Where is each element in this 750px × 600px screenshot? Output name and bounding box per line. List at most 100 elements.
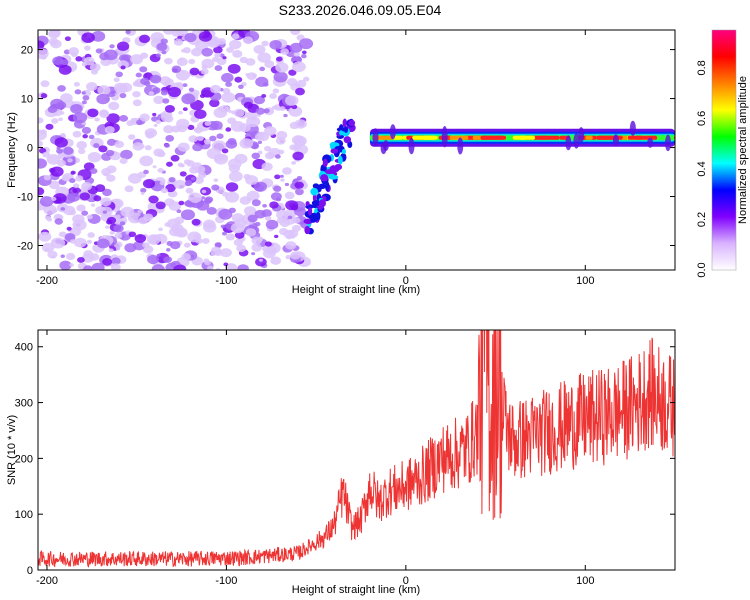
heatmap-cell <box>305 201 310 207</box>
spectrogram-y-axis-label: Frequency (Hz) <box>6 112 18 188</box>
heatmap-cell <box>43 174 51 181</box>
heatmap-cell <box>60 59 69 66</box>
heatmap-cell <box>54 218 63 225</box>
heatmap-cell <box>163 256 172 264</box>
heatmap-cell <box>245 228 257 237</box>
heatmap-cell <box>188 192 202 203</box>
colorbar-ticks: 0.0 0.2 0.4 0.6 0.8 <box>696 60 708 277</box>
heatmap-cell <box>45 123 54 130</box>
heatmap-cell <box>38 158 47 169</box>
heatmap-cell <box>223 262 229 267</box>
heatmap-cell <box>212 56 219 63</box>
heatmap-cell <box>251 236 263 245</box>
heatmap-cell <box>125 30 131 35</box>
heatmap-cell <box>115 71 123 78</box>
heatmap-cell <box>56 148 64 154</box>
heatmap-cell <box>293 51 301 57</box>
heatmap-cell <box>294 181 304 189</box>
heatmap-cell <box>168 176 176 183</box>
heatmap-cell <box>106 138 117 146</box>
heatmap-cell <box>311 200 322 206</box>
heatmap-cell <box>153 123 158 127</box>
heatmap-cell <box>294 188 304 196</box>
heatmap-cell <box>109 230 115 235</box>
heatmap-cell <box>69 239 76 244</box>
heatmap-cell <box>164 222 171 227</box>
heatmap-cell <box>130 54 144 65</box>
heatmap-cell <box>39 196 54 207</box>
heatmap-cell <box>139 155 154 167</box>
heatmap-cell <box>109 44 115 49</box>
heatmap-cell <box>170 154 180 162</box>
heatmap-cell <box>192 143 203 152</box>
y-tick-label: 0 <box>27 143 33 155</box>
heatmap-cell <box>201 47 213 57</box>
heatmap-cell <box>339 130 344 136</box>
heatmap-cell <box>48 30 61 39</box>
heatmap-cell <box>217 37 227 45</box>
heatmap-cell <box>171 30 181 37</box>
heatmap-cell <box>175 69 190 81</box>
y-tick-label: 200 <box>15 453 33 465</box>
heatmap-cell <box>647 137 654 148</box>
heatmap-cell <box>76 204 86 212</box>
heatmap-cell <box>106 174 116 182</box>
heatmap-cell <box>195 237 203 244</box>
heatmap-cell <box>283 113 288 118</box>
heatmap-cell <box>203 258 210 263</box>
heatmap-cell <box>50 237 66 249</box>
heatmap-cell <box>251 199 261 207</box>
heatmap-cell <box>190 99 204 111</box>
x-tick-label: 100 <box>576 575 594 587</box>
heatmap-cell <box>269 39 282 50</box>
heatmap-cell <box>264 60 275 68</box>
heatmap-cell <box>408 138 415 155</box>
heatmap-cell <box>49 167 56 173</box>
heatmap-cell <box>565 135 572 151</box>
heatmap-cell <box>166 161 173 167</box>
heatmap-cell <box>159 180 166 186</box>
heatmap-cell <box>278 227 289 236</box>
heatmap-cell <box>214 65 223 72</box>
heatmap-cell <box>57 85 66 92</box>
heatmap-cell <box>282 167 292 175</box>
heatmap-cell <box>279 106 286 112</box>
heatmap-cell <box>178 200 185 206</box>
heatmap-cell <box>102 210 108 214</box>
heatmap-cell <box>193 128 199 132</box>
heatmap-cell <box>128 231 137 238</box>
heatmap-cell <box>134 234 147 243</box>
heatmap-cell <box>171 65 182 73</box>
y-tick-label: -20 <box>17 241 33 253</box>
heatmap-cell <box>81 182 93 191</box>
heatmap-cell <box>56 159 66 167</box>
colorbar-frame <box>711 29 737 271</box>
heatmap-cell <box>87 232 95 238</box>
heatmap-cell <box>288 69 297 76</box>
heatmap-cell <box>337 155 343 165</box>
heatmap-cell <box>296 175 303 181</box>
heatmap-cell <box>60 132 66 138</box>
heatmap-cell <box>285 254 292 260</box>
x-tick-label: 0 <box>403 575 409 587</box>
heatmap-cell <box>155 201 166 210</box>
heatmap-cell <box>251 152 261 160</box>
heatmap-cell <box>512 135 536 140</box>
heatmap-cell <box>194 176 204 184</box>
heatmap-cell <box>43 232 48 237</box>
heatmap-cell <box>138 217 148 225</box>
heatmap-cell <box>184 32 197 43</box>
heatmap-cell <box>185 187 194 194</box>
heatmap-cell <box>287 215 293 220</box>
heatmap-cell <box>50 98 64 110</box>
heatmap-cell <box>236 244 246 253</box>
heatmap-cell <box>328 174 339 180</box>
heatmap-cell <box>103 172 109 177</box>
heatmap-cell <box>200 68 209 75</box>
heatmap-cell <box>111 257 121 265</box>
heatmap-cell <box>285 234 293 240</box>
heatmap-cell <box>201 64 208 70</box>
heatmap-cell <box>94 117 100 122</box>
colorbar-tick-label: 0.8 <box>696 60 708 75</box>
